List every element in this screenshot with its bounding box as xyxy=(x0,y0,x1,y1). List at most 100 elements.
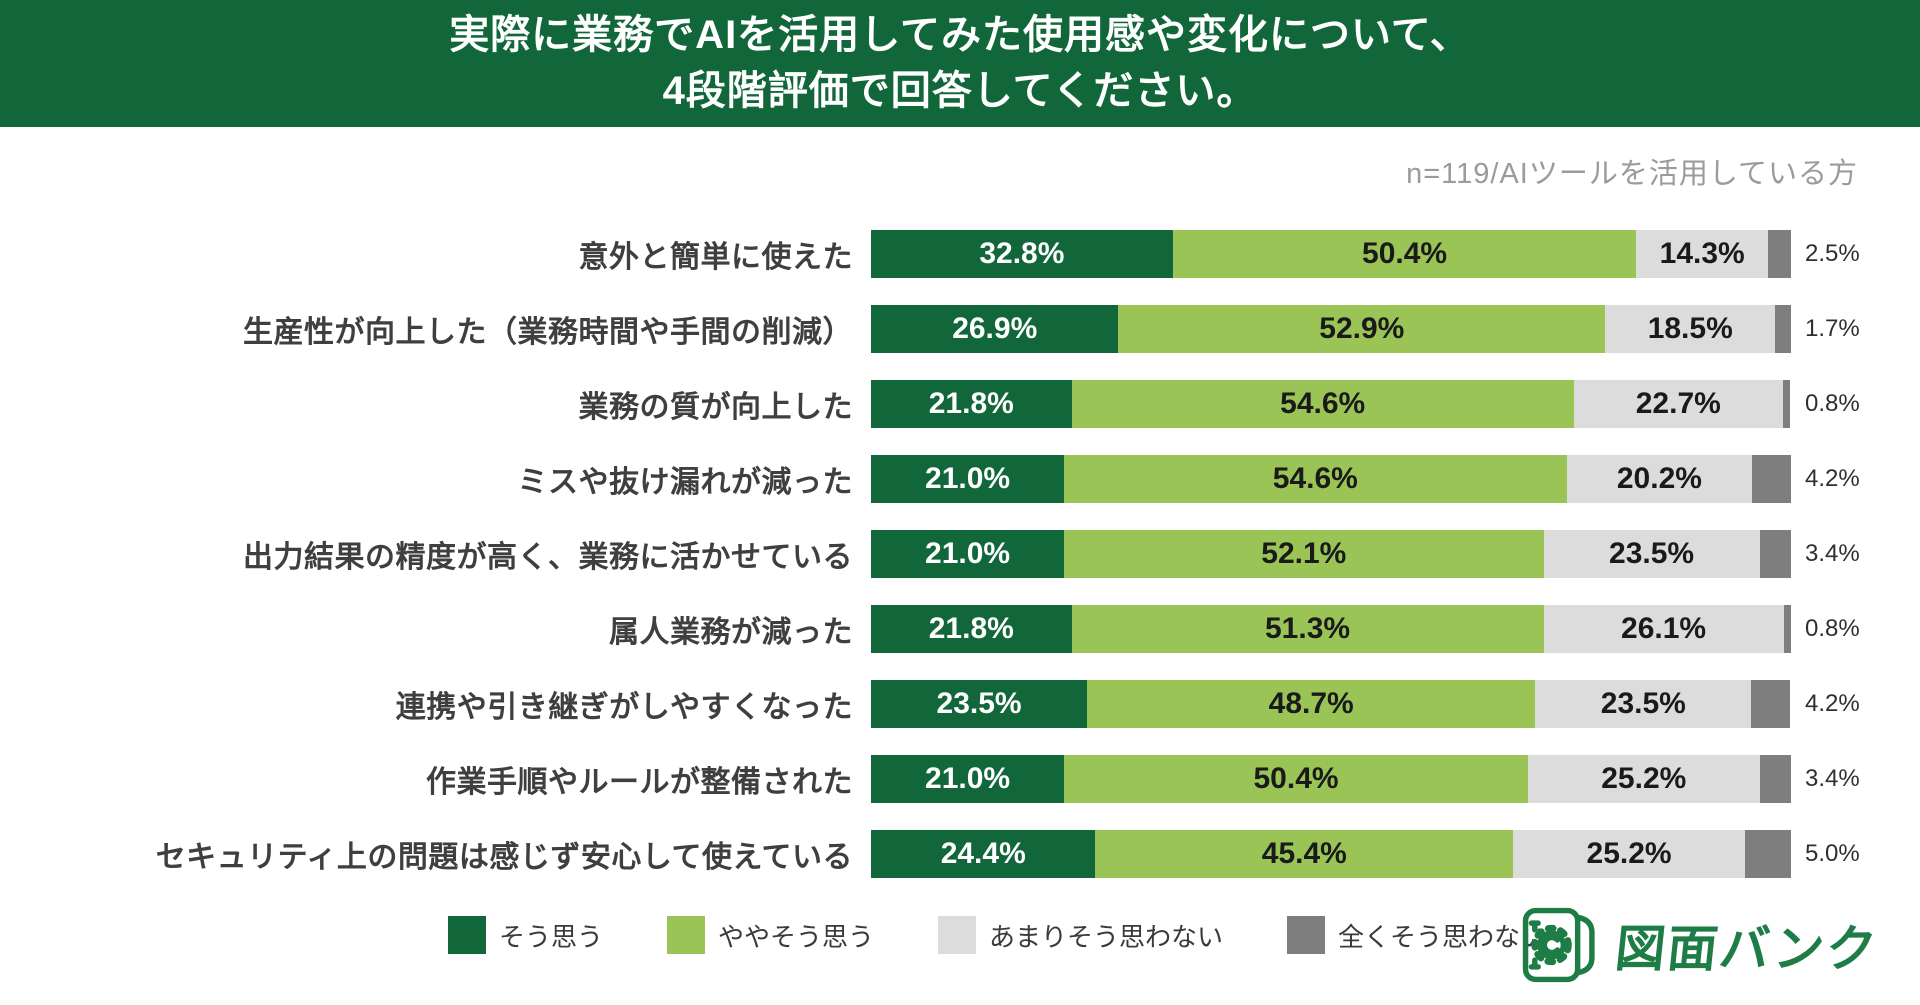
legend: そう思う ややそう思う あまりそう思わない 全くそう思わない xyxy=(448,916,1546,954)
segment-value-label: 21.0% xyxy=(925,761,1011,795)
segment-somewhat-agree: 54.6% xyxy=(1064,454,1567,503)
bar-row: 出力結果の精度が高く、業務に活かせている 21.0% 52.1% 23.5% 3.4% xyxy=(0,516,1920,591)
legend-swatch xyxy=(938,916,977,954)
bar-track: 23.5% 48.7% 23.5% xyxy=(871,679,1791,728)
segment-somewhat-disagree: 23.5% xyxy=(1543,529,1760,578)
segment-somewhat-disagree: 14.3% xyxy=(1636,229,1768,278)
row-label: 業務の質が向上した xyxy=(578,390,853,424)
brand-name: 図面バンク xyxy=(1612,921,1881,977)
segment-strongly-disagree xyxy=(1775,304,1791,353)
segment-somewhat-disagree: 26.1% xyxy=(1543,604,1784,653)
segment-strongly-disagree xyxy=(1767,229,1791,278)
blueprint-gear-icon xyxy=(1522,907,1595,983)
bar-track: 21.0% 54.6% 20.2% xyxy=(871,454,1791,503)
segment-somewhat-agree: 54.6% xyxy=(1071,379,1574,428)
bar-row: 業務の質が向上した 21.8% 54.6% 22.7% 0.8% xyxy=(0,366,1920,441)
bar-row: 連携や引き継ぎがしやすくなった 23.5% 48.7% 23.5% 4.2% xyxy=(0,666,1920,741)
legend-item: あまりそう思わない xyxy=(938,916,1223,954)
segment-value-label: 51.3% xyxy=(1264,611,1351,645)
segment-strongly-disagree xyxy=(1752,454,1791,503)
bar-track: 32.8% 50.4% 14.3% xyxy=(871,229,1791,278)
page-title-line2: 4段階評価で回答してください。 xyxy=(662,68,1258,113)
segment-agree: 21.0% xyxy=(871,529,1065,578)
segment-agree: 21.8% xyxy=(871,604,1072,653)
bar-track: 24.4% 45.4% 25.2% xyxy=(871,829,1791,878)
segment-value-label: 21.8% xyxy=(928,611,1014,645)
segment-value-label: 50.4% xyxy=(1362,236,1448,270)
segment-value-label: 26.1% xyxy=(1621,611,1707,645)
chart-rows: 意外と簡単に使えた 32.8% 50.4% 14.3% 2.5% 生産性が向上した（業務時… xyxy=(0,216,1920,891)
outside-value-label: 0.8% xyxy=(1805,614,1860,642)
segment-somewhat-agree: 50.4% xyxy=(1064,754,1528,803)
segment-strongly-disagree xyxy=(1744,829,1791,878)
row-label: 連携や引き継ぎがしやすくなった xyxy=(395,690,853,724)
segment-value-label: 22.7% xyxy=(1635,386,1721,420)
segment-value-label: 25.2% xyxy=(1601,761,1687,795)
outside-value-label: 4.2% xyxy=(1805,689,1860,717)
segment-somewhat-disagree: 23.5% xyxy=(1535,679,1752,728)
segment-value-label: 18.5% xyxy=(1647,311,1733,345)
segment-value-label: 23.5% xyxy=(1600,686,1686,720)
brand-logo: 図面バンク xyxy=(1518,903,1881,987)
title-banner: 実際に業務でAIを活用してみた使用感や変化について、 4段階評価で回答してくださ… xyxy=(0,0,1920,127)
row-label: 属人業務が減った xyxy=(609,615,853,649)
segment-strongly-disagree xyxy=(1782,379,1791,428)
segment-strongly-disagree xyxy=(1783,604,1791,653)
segment-value-label: 21.8% xyxy=(928,386,1014,420)
bar-row: 属人業務が減った 21.8% 51.3% 26.1% 0.8% xyxy=(0,591,1920,666)
segment-value-label: 32.8% xyxy=(979,236,1065,270)
bar-track: 26.9% 52.9% 18.5% xyxy=(871,304,1791,353)
segment-agree: 23.5% xyxy=(871,679,1088,728)
bar-track: 21.0% 50.4% 25.2% xyxy=(871,754,1791,803)
segment-agree: 21.0% xyxy=(871,454,1065,503)
legend-label: あまりそう思わない xyxy=(989,921,1224,952)
segment-value-label: 45.4% xyxy=(1261,836,1347,870)
segment-agree: 21.0% xyxy=(871,754,1065,803)
segment-somewhat-agree: 52.9% xyxy=(1118,304,1606,353)
segment-somewhat-disagree: 25.2% xyxy=(1527,754,1760,803)
bar-row: セキュリティ上の問題は感じず安心して使えている 24.4% 45.4% 25.2% 5.… xyxy=(0,816,1920,891)
bar-track: 21.8% 54.6% 22.7% xyxy=(871,379,1791,428)
bar-row: 作業手順やルールが整備された 21.0% 50.4% 25.2% 3.4% xyxy=(0,741,1920,816)
segment-value-label: 54.6% xyxy=(1272,461,1358,495)
outside-value-label: 0.8% xyxy=(1805,389,1860,417)
segment-value-label: 21.0% xyxy=(925,536,1011,570)
segment-agree: 24.4% xyxy=(871,829,1096,878)
bar-row: ミスや抜け漏れが減った 21.0% 54.6% 20.2% 4.2% xyxy=(0,441,1920,516)
legend-label: そう思う xyxy=(499,921,604,952)
segment-somewhat-agree: 48.7% xyxy=(1087,679,1536,728)
legend-label: ややそう思う xyxy=(718,921,875,952)
bar-track: 21.0% 52.1% 23.5% xyxy=(871,529,1791,578)
segment-somewhat-agree: 51.3% xyxy=(1071,604,1544,653)
segment-value-label: 23.5% xyxy=(1609,536,1695,570)
legend-item: ややそう思う xyxy=(667,916,874,954)
legend-item: そう思う xyxy=(448,916,603,954)
segment-value-label: 52.9% xyxy=(1319,311,1405,345)
segment-strongly-disagree xyxy=(1759,754,1791,803)
outside-value-label: 3.4% xyxy=(1805,764,1860,792)
outside-value-label: 1.7% xyxy=(1805,314,1860,342)
bar-row: 意外と簡単に使えた 32.8% 50.4% 14.3% 2.5% xyxy=(0,216,1920,291)
segment-value-label: 20.2% xyxy=(1616,461,1702,495)
outside-value-label: 5.0% xyxy=(1805,839,1860,867)
segment-somewhat-agree: 45.4% xyxy=(1095,829,1514,878)
segment-value-label: 26.9% xyxy=(952,311,1038,345)
segment-somewhat-agree: 52.1% xyxy=(1064,529,1544,578)
segment-strongly-disagree xyxy=(1751,679,1791,728)
segment-agree: 26.9% xyxy=(871,304,1119,353)
segment-value-label: 52.1% xyxy=(1261,536,1347,570)
legend-swatch xyxy=(448,916,486,954)
row-label: 生産性が向上した（業務時間や手間の削減） xyxy=(243,315,853,349)
bar-row: 生産性が向上した（業務時間や手間の削減） 26.9% 52.9% 18.5% 1.7% xyxy=(0,291,1920,366)
legend-item: 全くそう思わない xyxy=(1287,916,1546,954)
legend-swatch xyxy=(667,916,706,954)
sample-size-note: n=119/AIツールを活用している方 xyxy=(1406,158,1858,190)
segment-strongly-disagree xyxy=(1759,529,1791,578)
outside-value-label: 4.2% xyxy=(1805,464,1860,492)
outside-value-label: 3.4% xyxy=(1805,539,1860,567)
segment-value-label: 25.2% xyxy=(1586,836,1672,870)
outside-value-label: 2.5% xyxy=(1805,239,1860,267)
legend-swatch xyxy=(1287,916,1326,954)
page-title-line1: 実際に業務でAIを活用してみた使用感や変化について、 xyxy=(449,13,1471,58)
segment-value-label: 50.4% xyxy=(1253,761,1339,795)
